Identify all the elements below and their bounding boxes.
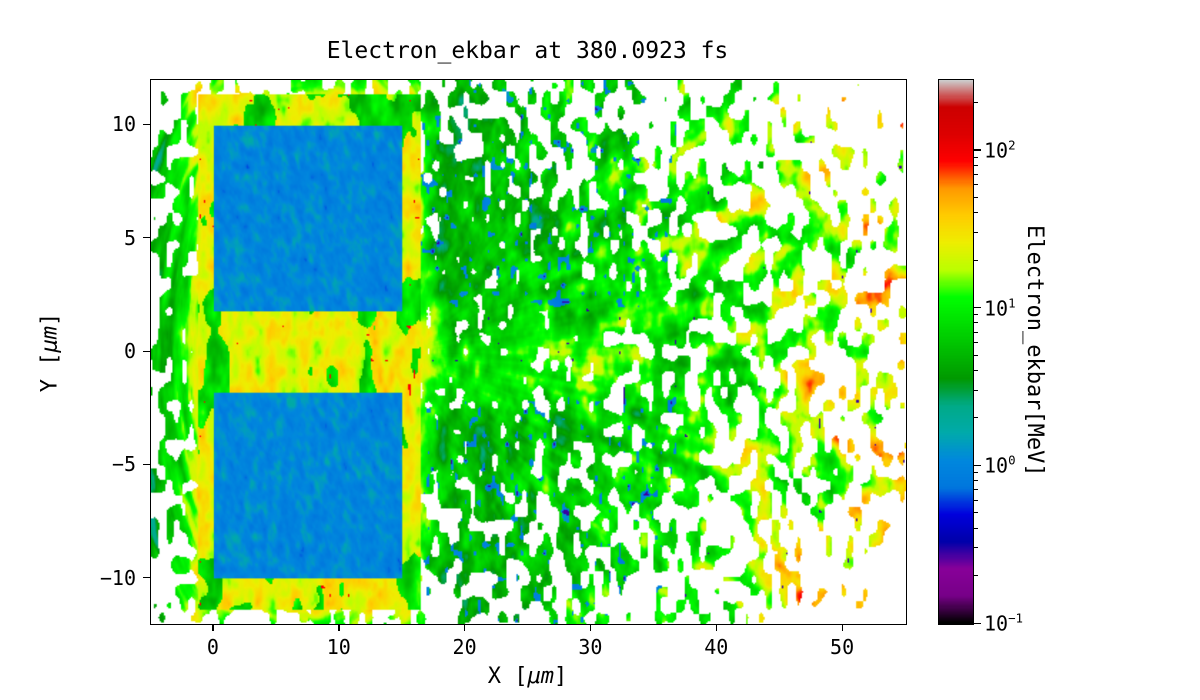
x-tick-label: 0: [206, 635, 219, 659]
y-tick-mark: [143, 123, 150, 126]
x-axis-label-unit: μm: [527, 664, 555, 689]
y-tick-label: −5: [111, 452, 136, 477]
x-tick-mark: [715, 624, 718, 631]
x-axis-label: X [μm]: [150, 664, 905, 689]
colorbar-tick-label: 10−1: [984, 610, 1024, 636]
x-tick-label: 30: [578, 635, 603, 659]
x-tick-label: 10: [326, 635, 351, 659]
colorbar-minor-tick-mark: [974, 369, 978, 371]
colorbar-minor-tick-mark: [974, 480, 978, 482]
y-tick-label: 0: [123, 339, 136, 363]
colorbar-minor-tick-mark: [974, 314, 978, 316]
colorbar-minor-tick-mark: [974, 231, 978, 233]
colorbar-minor-tick-mark: [974, 512, 978, 514]
colorbar-minor-tick-mark: [974, 212, 978, 214]
colorbar-minor-tick-mark: [974, 417, 978, 419]
colorbar-tick-mark: [974, 149, 981, 151]
x-tick-mark: [338, 624, 340, 631]
colorbar-minor-tick-mark: [974, 547, 978, 549]
colorbar-minor-tick-mark: [974, 101, 978, 103]
y-tick-mark: [143, 350, 150, 352]
y-tick-mark: [143, 463, 150, 466]
colorbar-minor-tick-mark: [974, 354, 978, 356]
colorbar-tick-label: 100: [984, 452, 1016, 478]
colorbar-minor-tick-mark: [974, 156, 978, 158]
x-axis-label-close: ]: [554, 664, 568, 689]
colorbar-minor-tick-mark: [974, 575, 978, 577]
colorbar-minor-tick-mark: [974, 472, 978, 474]
colorbar-tick-mark: [974, 464, 981, 467]
x-tick-mark: [212, 624, 214, 631]
y-axis-label: Y [μm]: [38, 153, 63, 553]
heatmap-canvas: [151, 80, 906, 624]
y-tick-mark: [143, 237, 150, 239]
colorbar-minor-tick-mark: [974, 489, 978, 491]
colorbar-minor-tick-mark: [974, 184, 978, 186]
colorbar-tick-label: 102: [984, 137, 1016, 163]
colorbar-minor-tick-mark: [974, 389, 978, 391]
colorbar-tick-mark: [974, 307, 981, 309]
colorbar-minor-tick-mark: [974, 322, 978, 324]
x-tick-mark: [464, 624, 466, 631]
colorbar-label: Electron_ekbar[MeV]: [1022, 225, 1047, 477]
colorbar-minor-tick-mark: [974, 331, 978, 333]
colorbar: [938, 79, 974, 625]
y-axis-label-text: Y [: [37, 352, 63, 393]
colorbar-minor-tick-mark: [974, 499, 978, 501]
colorbar-minor-tick-mark: [974, 164, 978, 166]
y-tick-label: 10: [111, 112, 136, 137]
colorbar-minor-tick-mark: [974, 196, 978, 198]
x-tick-mark: [589, 624, 592, 631]
y-axis-label-close: ]: [37, 312, 63, 326]
y-tick-label: −10: [99, 565, 136, 590]
colorbar-tick-label: 101: [984, 295, 1016, 320]
colorbar-minor-tick-mark: [974, 259, 978, 261]
colorbar-minor-tick-mark: [974, 173, 978, 175]
x-tick-label: 20: [452, 635, 477, 659]
colorbar-tick-mark: [974, 622, 981, 624]
colorbar-minor-tick-mark: [974, 527, 978, 529]
x-axis-label-text: X [: [487, 664, 528, 689]
colorbar-canvas: [939, 80, 973, 624]
plot-area: [150, 79, 907, 625]
x-tick-mark: [841, 624, 843, 631]
x-tick-label: 40: [704, 635, 729, 659]
x-tick-label: 50: [830, 635, 855, 659]
colorbar-minor-tick-mark: [974, 342, 978, 344]
y-tick-label: 5: [123, 225, 136, 250]
y-tick-mark: [143, 577, 150, 579]
chart-title: Electron_ekbar at 380.0923 fs: [326, 38, 729, 64]
y-axis-label-unit: μm: [37, 326, 63, 353]
